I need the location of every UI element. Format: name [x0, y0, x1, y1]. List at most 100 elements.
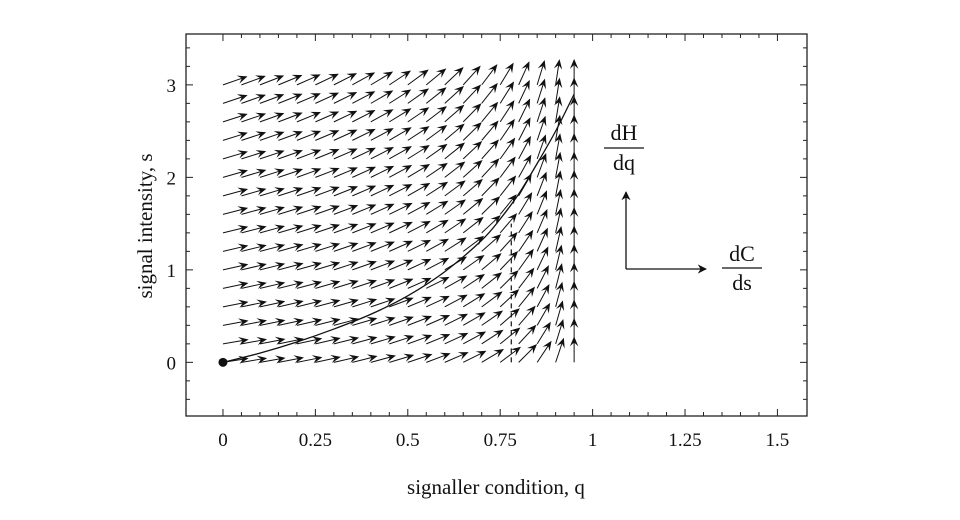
- field-arrow-shaft: [536, 195, 546, 215]
- field-arrow: [278, 130, 303, 141]
- field-arrow-head: [525, 286, 536, 298]
- field-arrow-shaft: [389, 223, 408, 234]
- field-arrow: [444, 237, 467, 252]
- field-arrow: [444, 313, 469, 326]
- y-axis-title: signal intensity, s: [133, 153, 157, 298]
- field-arrow-head: [401, 165, 413, 174]
- field-arrow: [278, 93, 303, 104]
- field-arrow-head: [569, 58, 579, 69]
- field-arrow-head: [311, 355, 323, 364]
- field-arrow-shaft: [444, 316, 463, 326]
- field-arrow-shaft: [222, 208, 243, 215]
- field-arrow-shaft: [407, 242, 426, 252]
- field-arrow: [352, 147, 376, 160]
- field-arrow-shaft: [462, 201, 480, 215]
- field-arrow-head: [292, 186, 304, 195]
- field-arrow-shaft: [462, 107, 478, 123]
- field-arrow-shaft: [315, 338, 335, 345]
- field-arrow: [426, 295, 450, 308]
- field-arrow: [444, 332, 469, 345]
- field-arrow-shaft: [315, 150, 335, 160]
- field-arrow: [296, 111, 321, 123]
- field-arrow-head: [383, 184, 395, 193]
- field-arrow: [259, 280, 286, 289]
- field-arrow-head: [524, 229, 534, 241]
- field-arrow-shaft: [241, 133, 261, 141]
- field-arrow-head: [328, 148, 340, 157]
- field-arrow-shaft: [352, 243, 372, 252]
- field-arrow: [518, 229, 534, 252]
- field-arrow-shaft: [444, 240, 462, 252]
- field-arrow: [315, 73, 339, 86]
- field-arrow-head: [418, 126, 430, 136]
- field-arrow-shaft: [370, 337, 391, 345]
- field-arrow-head: [475, 331, 487, 340]
- field-arrow-head: [505, 81, 515, 93]
- field-arrow-head: [473, 235, 485, 246]
- field-arrow-head: [347, 167, 358, 176]
- field-arrow-head: [273, 75, 285, 83]
- field-arrow: [389, 183, 413, 197]
- field-arrow: [389, 108, 412, 123]
- field-arrow: [259, 131, 285, 141]
- field-arrow: [462, 159, 483, 178]
- field-arrow-head: [383, 147, 394, 156]
- field-arrow: [296, 205, 322, 215]
- field-arrow-head: [274, 355, 286, 364]
- field-arrow-head: [274, 205, 285, 214]
- field-arrow-head: [329, 205, 340, 214]
- field-arrow-head: [346, 129, 358, 138]
- field-arrow: [278, 74, 303, 86]
- field-arrow-head: [255, 94, 266, 103]
- field-arrow: [259, 243, 286, 252]
- field-arrow-head: [540, 265, 549, 276]
- field-arrow: [352, 298, 378, 308]
- field-arrow-head: [508, 270, 519, 281]
- field-arrow-shaft: [370, 74, 389, 86]
- field-arrow-head: [347, 242, 359, 251]
- field-arrow-head: [293, 336, 304, 345]
- y-tick-label: 3: [167, 76, 177, 97]
- field-arrow: [241, 168, 267, 178]
- field-arrow-head: [328, 167, 340, 176]
- field-arrow-shaft: [370, 262, 390, 271]
- field-arrow-head: [401, 202, 413, 212]
- field-arrow-head: [421, 334, 433, 343]
- field-arrow: [241, 318, 267, 327]
- field-arrow-shaft: [259, 302, 280, 308]
- field-arrow-head: [291, 93, 303, 102]
- field-arrow-shaft: [555, 176, 560, 196]
- field-arrow: [241, 75, 266, 86]
- field-arrow-head: [439, 314, 451, 323]
- field-arrow-shaft: [426, 260, 445, 271]
- field-arrow-shaft: [481, 351, 500, 363]
- field-arrow: [536, 190, 548, 215]
- field-arrow-head: [347, 186, 359, 194]
- field-arrow: [518, 267, 535, 289]
- field-arrow-shaft: [278, 320, 299, 326]
- field-arrow-head: [556, 319, 565, 330]
- field-arrow-head: [310, 186, 322, 195]
- key-horizontal-denominator: ds: [732, 270, 752, 295]
- field-arrow-shaft: [499, 330, 517, 345]
- field-arrow-shaft: [278, 95, 298, 104]
- field-arrow-head: [328, 130, 340, 139]
- field-arrow-head: [472, 197, 484, 208]
- field-arrow-head: [311, 336, 323, 345]
- field-arrow-shaft: [499, 104, 512, 123]
- field-arrow-shaft: [426, 316, 445, 326]
- field-arrow-head: [523, 192, 533, 203]
- field-arrow: [333, 279, 359, 289]
- field-arrow-shaft: [444, 127, 461, 141]
- field-arrow: [518, 210, 533, 234]
- x-tick-labels: 0 0.25 0.5 0.75 1 1.25 1.5: [218, 430, 789, 451]
- field-arrow-head: [522, 117, 531, 129]
- field-arrow: [333, 204, 359, 215]
- field-arrow-head: [256, 262, 267, 271]
- field-arrow: [407, 145, 430, 160]
- field-arrow: [555, 337, 565, 363]
- field-arrow-shaft: [481, 237, 498, 252]
- field-arrow-shaft: [518, 122, 529, 141]
- field-arrow-shaft: [518, 272, 532, 289]
